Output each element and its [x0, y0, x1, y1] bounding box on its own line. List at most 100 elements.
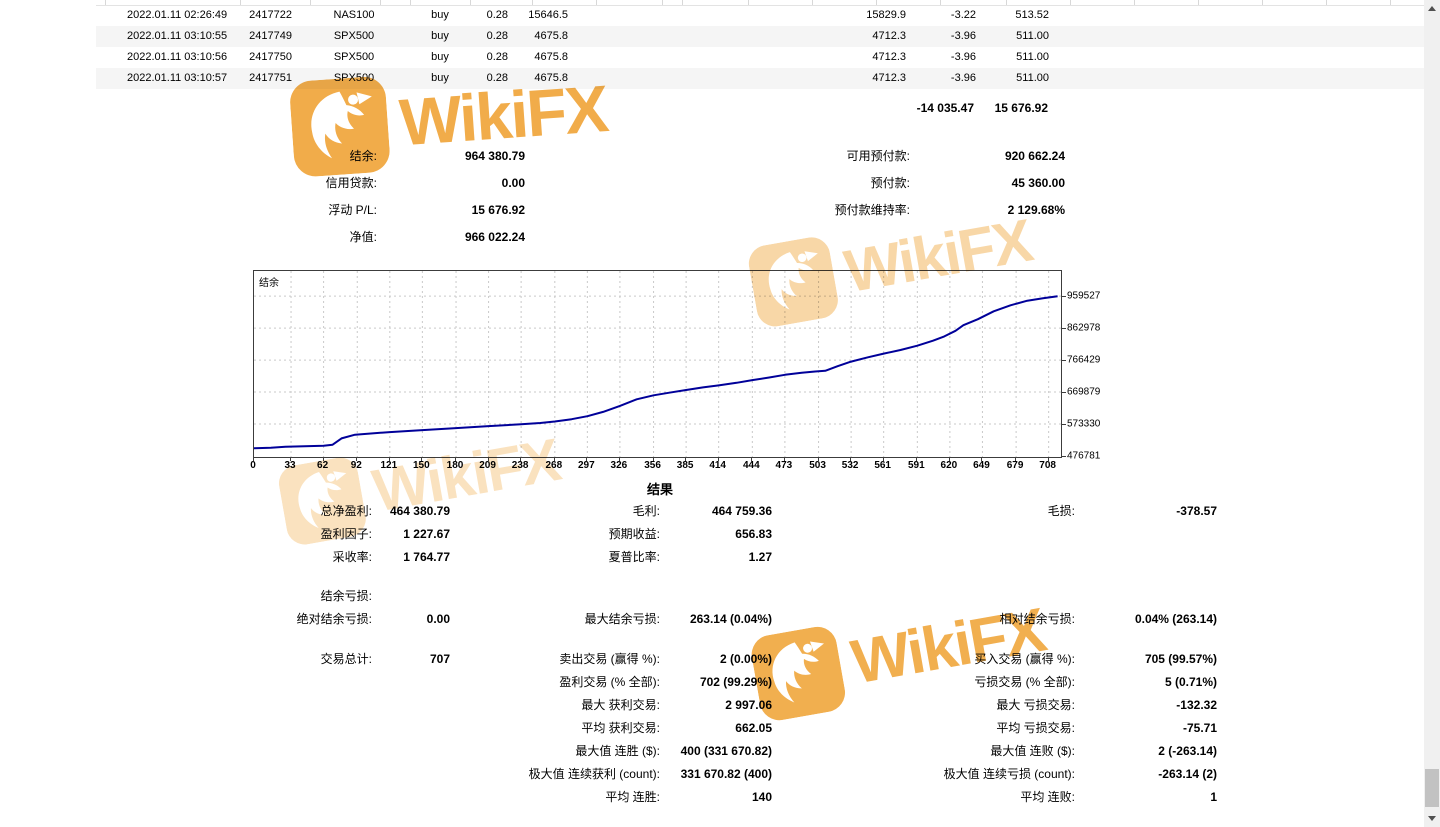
- x-axis-tick: [948, 457, 950, 461]
- y-axis-tick: [1062, 455, 1066, 457]
- x-axis-tick: [981, 457, 983, 461]
- x-axis-label: 356: [644, 460, 661, 471]
- stat-row: 最大值 连胜 ($): 400 (331 670.82) 最大值 连败 ($): 2 …: [0, 743, 1440, 760]
- x-axis-tick: [618, 457, 620, 461]
- stat-value: 2 (0.00%): [719, 652, 772, 666]
- vertical-scrollbar[interactable]: [1424, 0, 1440, 827]
- x-axis-label: 238: [511, 460, 529, 471]
- table-row: 2022.01.11 03:10:57 2417751 SPX500 buy 0.28 4…: [96, 68, 1424, 89]
- summary-value: 0.00: [501, 176, 525, 190]
- x-axis-tick: [520, 457, 522, 461]
- y-axis-label: 766429: [1067, 354, 1101, 366]
- cell-ticket: 2417751: [249, 72, 292, 84]
- scrollbar-thumb[interactable]: [1425, 769, 1439, 807]
- cell-profit: 513.52: [1015, 9, 1049, 21]
- x-axis-label: 649: [973, 460, 990, 471]
- x-axis-tick: [717, 457, 719, 461]
- cell-volume: 0.28: [486, 30, 508, 42]
- scroll-up-button[interactable]: [1424, 0, 1440, 17]
- stat-label: 平均 亏损交易:: [996, 721, 1075, 735]
- cell-profit: 511.00: [1016, 51, 1049, 63]
- x-axis-label: 561: [874, 460, 891, 471]
- cell-symbol: SPX500: [333, 30, 375, 42]
- stat-value: 1 227.67: [403, 527, 450, 541]
- stat-label: 交易总计:: [320, 652, 372, 666]
- stat-value: 331 670.82 (400): [680, 767, 772, 781]
- stat-row: 最大 获利交易: 2 997.06 最大 亏损交易: -132.32: [0, 697, 1440, 714]
- summary-row: 浮动 P/L: 15 676.92 预付款维持率: 2 129.68%: [0, 202, 1440, 219]
- cell-open-price: 4675.8: [534, 51, 568, 63]
- x-axis-tick: [455, 457, 457, 461]
- cell-open-time: 2022.01.11 03:10:56: [127, 51, 228, 63]
- y-axis-tick: [1062, 424, 1066, 426]
- x-axis-tick: [916, 457, 918, 461]
- stat-value: 702 (99.29%): [699, 675, 772, 689]
- balance-series-label: 结余: [259, 278, 279, 289]
- x-axis-tick: [487, 457, 489, 461]
- column-divider: [380, 0, 381, 5]
- stat-label: 结余亏损:: [320, 589, 372, 603]
- stat-value: 0.00: [426, 612, 450, 626]
- stat-value: 1 764.77: [403, 550, 450, 564]
- stat-label: 夏普比率:: [608, 550, 660, 564]
- stat-label: 最大 获利交易:: [581, 698, 660, 712]
- chevron-up-icon: [1428, 6, 1436, 11]
- stat-label: 买入交易 (赢得 %):: [974, 652, 1075, 666]
- stat-label: 最大结余亏损:: [584, 612, 660, 626]
- cell-open-price: 4675.8: [534, 72, 568, 84]
- column-divider: [1390, 0, 1391, 5]
- cell-current-price: 4712.3: [872, 30, 906, 42]
- y-axis-tick: [1062, 328, 1066, 330]
- stat-label: 极大值 连续获利 (count):: [528, 767, 660, 781]
- cell-type: buy: [431, 9, 449, 21]
- stat-value: 1.27: [748, 550, 772, 564]
- cell-swap: -3.96: [950, 51, 976, 63]
- column-divider: [876, 0, 877, 5]
- cell-open-time: 2022.01.11 03:10:55: [127, 30, 228, 42]
- x-axis-tick: [652, 457, 654, 461]
- stat-value: -263.14 (2): [1158, 767, 1217, 781]
- stat-label: 毛损:: [1047, 504, 1075, 518]
- stat-value: 0.04% (263.14): [1134, 612, 1217, 626]
- stat-label: 绝对结余亏损:: [296, 612, 372, 626]
- stat-value: 707: [429, 652, 450, 666]
- x-axis-label: 33: [284, 460, 296, 471]
- x-axis-tick: [817, 457, 819, 461]
- stat-label: 极大值 连续亏损 (count):: [943, 767, 1075, 781]
- total-swap: -14 035.47: [916, 101, 974, 115]
- y-axis-tick: [1062, 392, 1066, 394]
- column-divider: [310, 0, 311, 5]
- x-axis-label: 620: [940, 460, 958, 471]
- x-axis-label: 121: [380, 460, 398, 471]
- x-axis-tick: [253, 457, 254, 461]
- x-axis-label: 62: [317, 460, 329, 471]
- x-axis-label: 591: [907, 460, 925, 471]
- stat-row: 极大值 连续获利 (count): 331 670.82 (400) 极大值 连续亏…: [0, 766, 1440, 783]
- x-axis-tick: [882, 457, 884, 461]
- cell-current-price: 4712.3: [872, 72, 906, 84]
- stat-label: 总净盈利:: [320, 504, 372, 518]
- cell-profit: 511.00: [1016, 72, 1049, 84]
- stat-value: 2 997.06: [725, 698, 772, 712]
- scroll-down-button[interactable]: [1424, 810, 1440, 827]
- column-divider: [596, 0, 597, 5]
- summary-label: 可用预付款:: [846, 149, 910, 163]
- x-axis-label: 444: [742, 460, 760, 471]
- stat-value: 263.14 (0.04%): [689, 612, 772, 626]
- chevron-down-icon: [1428, 816, 1436, 821]
- stat-row: 盈利交易 (% 全部): 702 (99.29%) 亏损交易 (% 全部): 5 (0…: [0, 674, 1440, 691]
- stat-label: 预期收益:: [608, 527, 660, 541]
- stat-row: 平均 获利交易: 662.05 平均 亏损交易: -75.71: [0, 720, 1440, 737]
- stat-label: 采收率:: [332, 550, 372, 564]
- summary-label: 信用贷款:: [325, 176, 377, 190]
- x-axis-tick: [586, 457, 588, 461]
- cell-type: buy: [431, 30, 449, 42]
- summary-value: 45 360.00: [1011, 176, 1065, 190]
- y-axis-label: 573330: [1067, 418, 1101, 430]
- column-divider: [532, 0, 533, 5]
- x-axis-tick: [850, 457, 852, 461]
- stat-label: 平均 连胜:: [605, 790, 660, 804]
- column-divider: [1326, 0, 1327, 5]
- stat-value: -75.71: [1182, 721, 1217, 735]
- cell-symbol: NAS100: [333, 9, 375, 21]
